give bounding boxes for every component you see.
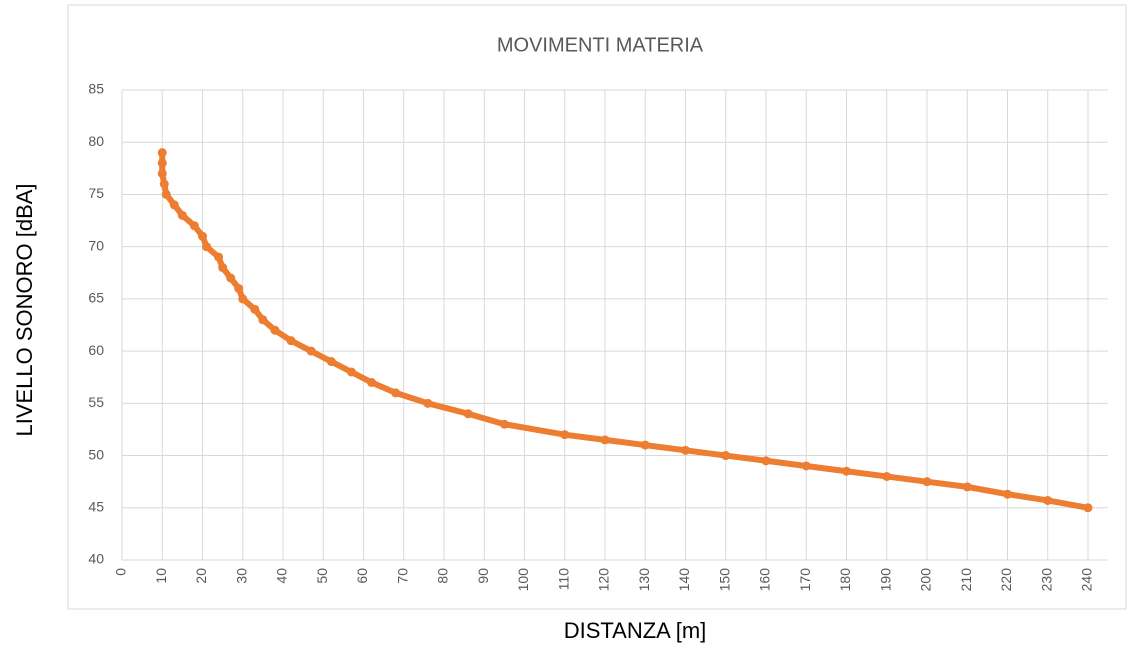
data-point (157, 158, 167, 168)
data-point (286, 336, 296, 346)
x-tick-label: 230 (1038, 568, 1054, 592)
x-tick-label: 190 (877, 568, 893, 592)
data-point (1043, 495, 1053, 505)
data-point (801, 461, 811, 471)
y-tick-label: 50 (88, 446, 104, 462)
data-point (326, 357, 336, 367)
data-point (600, 435, 610, 445)
y-tick-label: 80 (88, 133, 104, 149)
x-tick-label: 170 (797, 568, 813, 592)
data-point (258, 315, 268, 325)
data-point (640, 440, 650, 450)
y-tick-label: 65 (88, 290, 104, 306)
data-point (234, 283, 244, 293)
data-point (177, 210, 187, 220)
chart-title: MOVIMENTI MATERIA (497, 34, 704, 56)
data-point (1003, 489, 1012, 499)
data-point (560, 430, 570, 440)
data-point (198, 231, 207, 241)
data-point (159, 179, 169, 189)
x-tick-label: 150 (716, 568, 732, 592)
y-tick-label: 55 (88, 394, 104, 410)
data-point (157, 169, 167, 179)
x-tick-label: 200 (918, 568, 934, 592)
data-point (367, 377, 377, 387)
data-point (842, 466, 851, 476)
x-tick-label: 20 (193, 568, 209, 584)
data-point (202, 242, 212, 252)
y-tick-label: 70 (88, 237, 104, 253)
x-tick-label: 140 (676, 568, 692, 592)
y-axis-label: LIVELLO SONORO [dBA] (12, 183, 37, 436)
data-point (423, 398, 433, 408)
data-point (922, 477, 932, 487)
x-tick-label: 210 (958, 568, 974, 592)
x-axis-label: DISTANZA [m] (564, 618, 707, 643)
y-tick-label: 85 (88, 81, 104, 97)
data-point (721, 451, 731, 461)
data-point (882, 471, 892, 481)
data-point (391, 388, 401, 398)
x-tick-label: 220 (998, 568, 1014, 592)
x-tick-label: 100 (515, 568, 531, 592)
x-tick-label: 80 (435, 568, 451, 584)
data-point (238, 294, 248, 304)
x-tick-label: 50 (314, 568, 330, 584)
data-point (761, 456, 771, 466)
x-tick-label: 240 (1079, 568, 1095, 592)
y-tick-label: 45 (88, 498, 104, 514)
data-point (214, 252, 224, 262)
data-point (161, 189, 171, 199)
x-tick-label: 10 (153, 568, 169, 584)
data-point (157, 148, 167, 158)
x-tick-label: 180 (837, 568, 853, 592)
x-tick-label: 60 (354, 568, 370, 584)
x-tick-label: 40 (274, 568, 290, 584)
data-point (226, 273, 236, 283)
x-tick-label: 90 (475, 568, 491, 584)
data-point (270, 325, 280, 335)
data-point (169, 200, 179, 210)
x-tick-label: 120 (596, 568, 612, 592)
x-tick-label: 70 (394, 568, 410, 584)
data-point (189, 221, 199, 231)
x-tick-label: 160 (757, 568, 773, 592)
data-point (346, 367, 356, 377)
x-tick-label: 30 (233, 568, 249, 584)
y-tick-label: 60 (88, 342, 104, 358)
data-point (1083, 503, 1093, 513)
y-tick-label: 75 (88, 185, 104, 201)
y-tick-label: 40 (88, 551, 104, 567)
data-point (463, 409, 473, 419)
x-tick-label: 0 (113, 568, 129, 576)
data-point (218, 263, 228, 273)
x-tick-label: 110 (555, 568, 571, 591)
data-point (962, 482, 972, 492)
data-point (306, 346, 316, 356)
x-tick-label: 130 (636, 568, 652, 592)
data-point (250, 304, 260, 314)
data-point (681, 445, 690, 455)
data-point (499, 419, 509, 429)
chart-frame (67, 4, 1127, 610)
